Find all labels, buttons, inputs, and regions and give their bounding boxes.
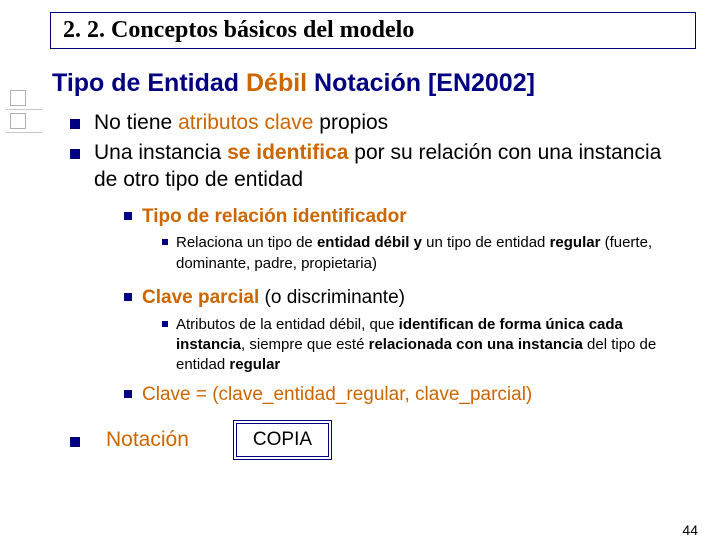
text-accent: atributos clave [178, 111, 313, 134]
text: (o discriminante) [259, 287, 405, 308]
slide-title: Tipo de Entidad Débil Notación [EN2002] [52, 69, 690, 98]
square-bullet-icon [124, 293, 132, 301]
text: No tiene [94, 111, 178, 134]
text-bold: regular [229, 356, 280, 373]
text-accent-bold: Tipo de relación identificador [142, 205, 407, 230]
slide-side-decor [10, 90, 38, 136]
square-bullet-icon [124, 212, 132, 220]
bullet-lvl1: Una instancia se identifica por su relac… [70, 140, 680, 193]
text-bold: entidad débil y [317, 234, 422, 251]
square-bullet-icon [162, 239, 168, 245]
text: propios [313, 111, 388, 134]
square-bullet-icon [124, 390, 132, 398]
text: Relaciona un tipo de [176, 234, 317, 251]
text-accent-bold: Clave parcial [142, 287, 259, 308]
text-bold: relacionada con una instancia [369, 336, 583, 353]
text-accent-bold: se identifica [227, 141, 348, 164]
text: , siempre que esté [241, 336, 369, 353]
square-bullet-icon [70, 149, 80, 159]
square-bullet-icon [70, 437, 80, 447]
section-header: 2. 2. Conceptos básicos del modelo [50, 12, 696, 49]
content-area: No tiene atributos clave propios Una ins… [70, 110, 680, 408]
bullet-lvl2: Clave parcial (o discriminante) [124, 286, 680, 311]
page-number: 44 [682, 522, 698, 538]
square-bullet-icon [70, 119, 80, 129]
square-bullet-icon [162, 321, 168, 327]
title-post: Notación [EN2002] [307, 69, 535, 97]
text-accent: Clave = (clave_entidad_regular, clave_pa… [142, 383, 532, 408]
notation-label: Notación [106, 428, 189, 452]
bullet-lvl3: Atributos de la entidad débil, que ident… [162, 315, 680, 376]
title-pre: Tipo de Entidad [52, 69, 246, 97]
text: Atributos de la entidad débil, que [176, 316, 399, 333]
text-bold: regular [550, 234, 601, 251]
text: Una instancia [94, 141, 227, 164]
notation-row: Notación COPIA [70, 420, 720, 460]
notation-box: COPIA [233, 420, 332, 460]
bullet-lvl3: Relaciona un tipo de entidad débil y un … [162, 233, 680, 274]
bullet-lvl1: No tiene atributos clave propios [70, 110, 680, 136]
title-emph: Débil [246, 69, 307, 97]
bullet-lvl2: Tipo de relación identificador [124, 205, 680, 230]
bullet-lvl2: Clave = (clave_entidad_regular, clave_pa… [124, 383, 680, 408]
text: un tipo de entidad [422, 234, 550, 251]
